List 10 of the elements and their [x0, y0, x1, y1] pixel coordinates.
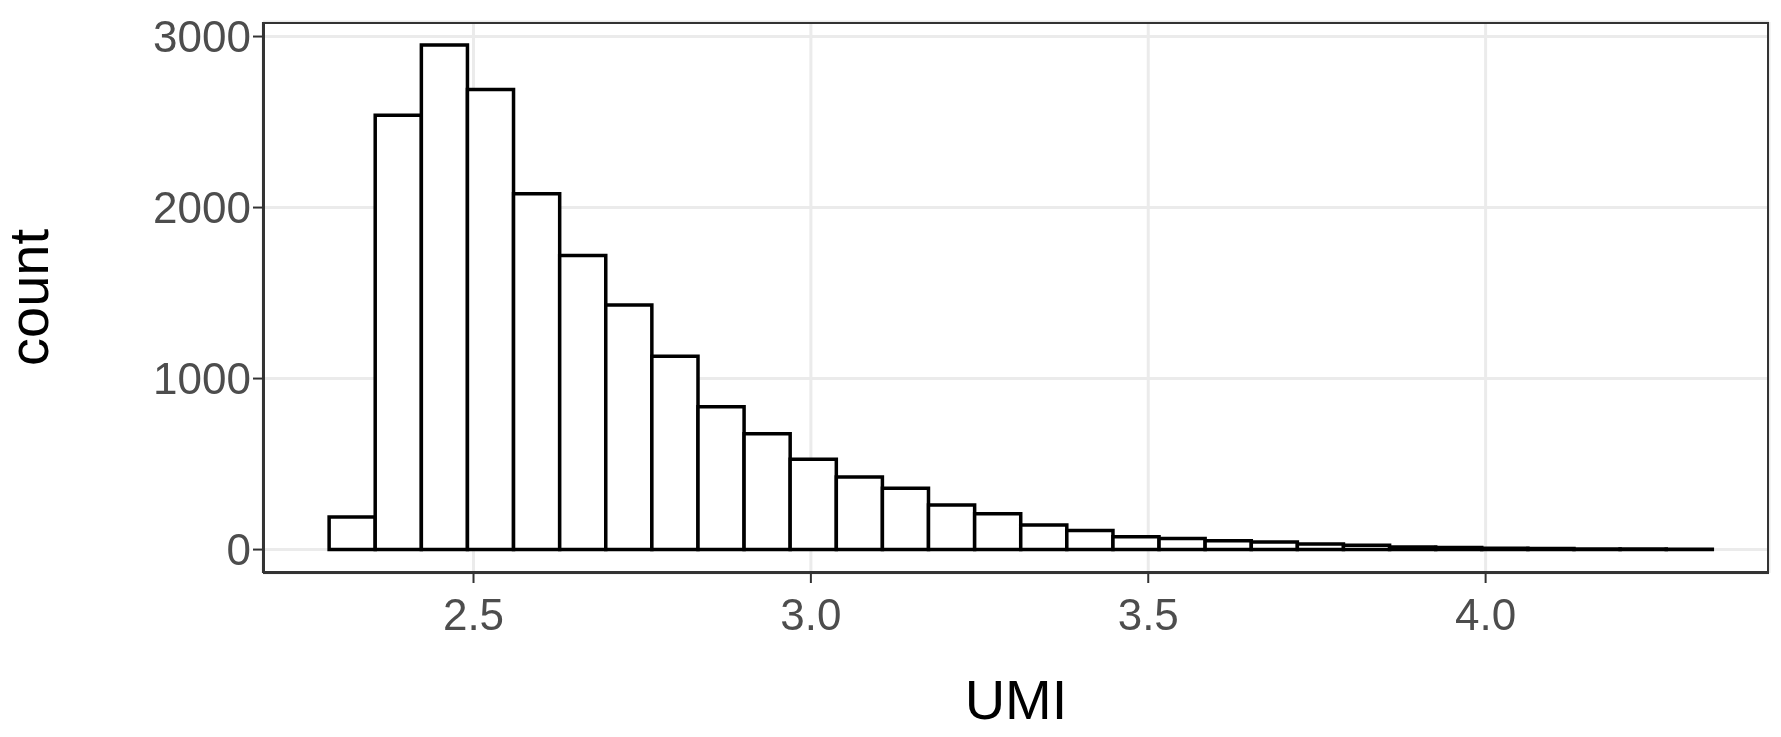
x-tick-label: 3.5: [1117, 590, 1179, 640]
y-tick-label: 2000: [153, 183, 251, 233]
y-axis-title: count: [0, 228, 60, 366]
y-tick-label: 1000: [153, 354, 251, 404]
y-tick-label: 3000: [153, 12, 251, 62]
x-tick-label: 4.0: [1455, 590, 1517, 640]
x-axis-title: UMI: [964, 668, 1068, 731]
y-tick-label: 0: [226, 525, 251, 575]
x-tick-label: 3.0: [780, 590, 842, 640]
x-tick-label: 2.5: [442, 590, 505, 640]
